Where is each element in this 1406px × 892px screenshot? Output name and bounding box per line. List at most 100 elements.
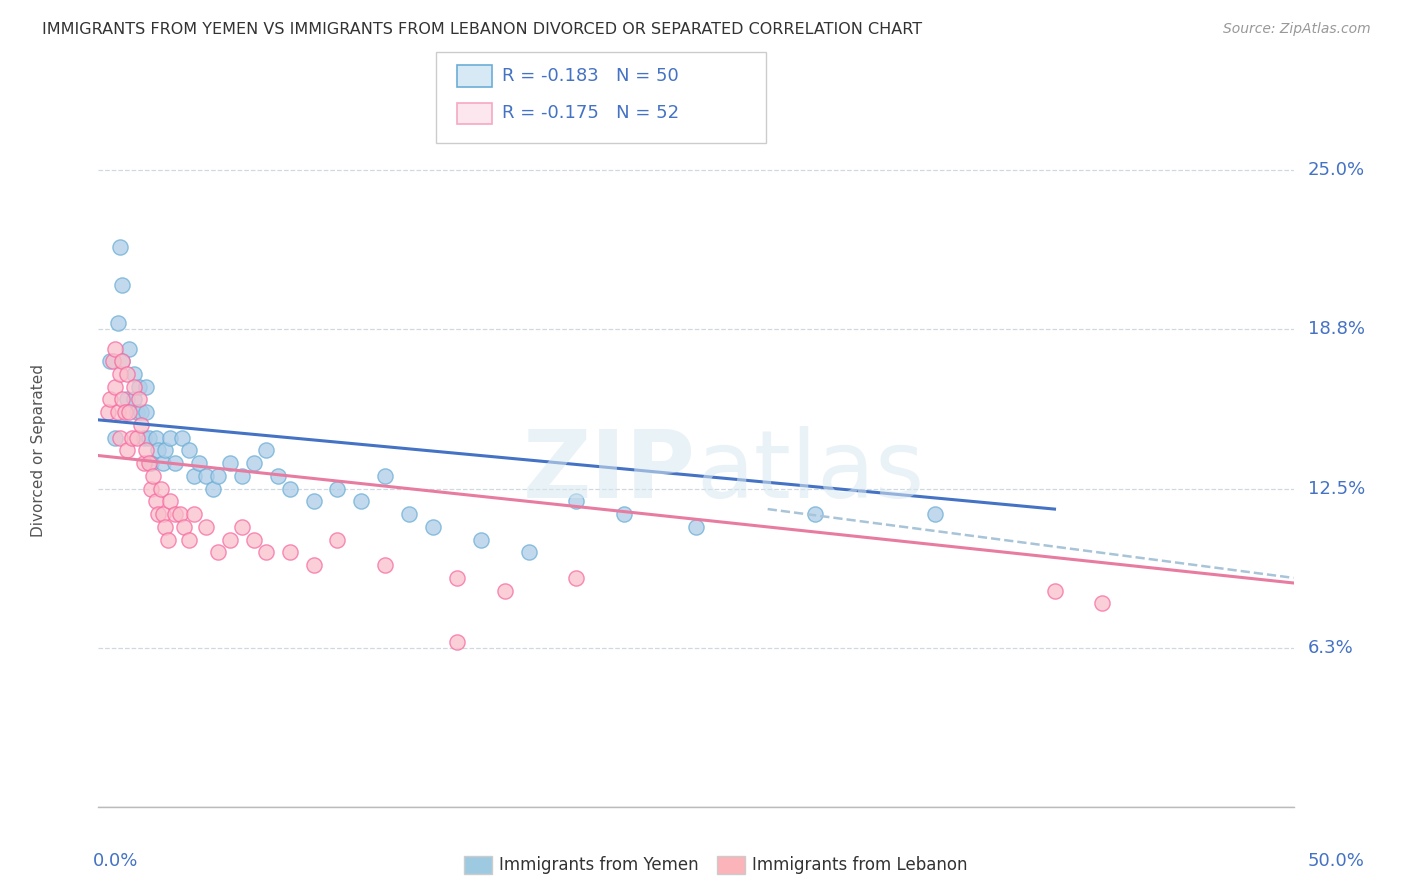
Point (111, 392, 134, 407)
Point (195, 469, 218, 483)
Point (159, 494, 181, 508)
Point (115, 392, 138, 407)
Point (187, 456, 209, 470)
Point (111, 354, 134, 368)
Point (155, 520, 177, 534)
Point (243, 456, 266, 470)
Point (108, 239, 131, 253)
Point (118, 342, 141, 356)
Point (231, 469, 253, 483)
Point (565, 571, 588, 585)
Point (138, 431, 160, 445)
Point (114, 405, 136, 419)
Point (195, 520, 218, 534)
Text: 0.0%: 0.0% (93, 852, 138, 870)
Point (422, 520, 444, 534)
Point (145, 494, 167, 508)
Point (132, 456, 155, 470)
Point (138, 456, 160, 470)
Point (135, 443, 157, 458)
Point (207, 545, 229, 559)
Point (163, 456, 186, 470)
Point (326, 533, 349, 547)
Point (148, 507, 170, 521)
Text: 25.0%: 25.0% (1308, 161, 1365, 179)
Point (111, 354, 134, 368)
Point (115, 443, 138, 458)
Point (125, 405, 148, 419)
Point (685, 520, 707, 534)
Point (104, 380, 127, 394)
Text: Immigrants from Lebanon: Immigrants from Lebanon (752, 856, 967, 874)
Text: R = -0.183   N = 50: R = -0.183 N = 50 (502, 67, 679, 85)
Point (219, 456, 242, 470)
Point (1043, 583, 1066, 598)
Point (108, 431, 131, 445)
Point (163, 507, 186, 521)
Point (124, 367, 146, 381)
Point (98, 354, 122, 368)
Text: Source: ZipAtlas.com: Source: ZipAtlas.com (1223, 22, 1371, 37)
Point (97, 405, 120, 419)
Point (470, 533, 492, 547)
Point (1091, 596, 1114, 610)
Point (132, 431, 155, 445)
Point (398, 507, 420, 521)
Point (111, 277, 134, 292)
Point (124, 380, 146, 394)
Point (446, 571, 468, 585)
Point (278, 482, 301, 496)
Point (135, 405, 157, 419)
Point (172, 431, 194, 445)
Point (613, 507, 636, 521)
Point (179, 443, 201, 458)
Point (152, 507, 174, 521)
Point (118, 405, 141, 419)
Point (494, 583, 516, 598)
Point (804, 507, 827, 521)
Point (302, 494, 325, 508)
Point (104, 342, 127, 356)
Point (207, 469, 229, 483)
Point (159, 431, 181, 445)
Point (139, 456, 162, 470)
Point (446, 634, 468, 648)
Point (121, 431, 143, 445)
Point (128, 380, 150, 394)
Point (517, 545, 540, 559)
Point (148, 443, 170, 458)
Point (565, 494, 588, 508)
Point (350, 494, 373, 508)
Point (115, 367, 138, 381)
Point (374, 558, 396, 573)
Text: 12.5%: 12.5% (1308, 480, 1365, 498)
Point (98, 392, 122, 407)
Point (254, 443, 277, 458)
Point (254, 545, 277, 559)
Point (124, 392, 146, 407)
Point (169, 507, 191, 521)
Point (145, 431, 167, 445)
Text: R = -0.175   N = 52: R = -0.175 N = 52 (502, 104, 679, 122)
Point (155, 443, 177, 458)
Point (267, 469, 290, 483)
Point (108, 367, 131, 381)
Point (131, 405, 153, 419)
Point (302, 558, 325, 573)
Point (231, 520, 253, 534)
Point (135, 380, 157, 394)
Text: 18.8%: 18.8% (1308, 320, 1365, 338)
Point (107, 405, 129, 419)
Point (219, 533, 242, 547)
Point (101, 354, 124, 368)
Point (183, 507, 205, 521)
Point (179, 533, 201, 547)
Point (107, 316, 129, 330)
Point (326, 482, 349, 496)
Point (924, 507, 946, 521)
Point (202, 482, 225, 496)
Text: atlas: atlas (696, 425, 924, 518)
Text: Immigrants from Yemen: Immigrants from Yemen (499, 856, 699, 874)
Text: 6.3%: 6.3% (1308, 639, 1354, 657)
Point (156, 533, 179, 547)
